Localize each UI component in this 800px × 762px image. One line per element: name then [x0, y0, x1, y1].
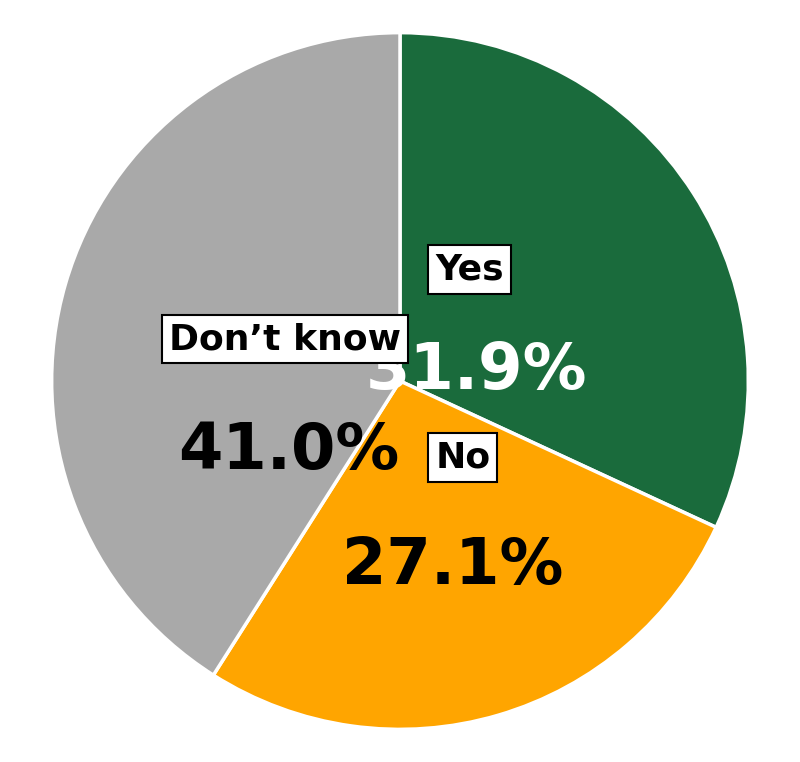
Text: 27.1%: 27.1% — [342, 535, 563, 597]
Wedge shape — [400, 33, 748, 527]
Wedge shape — [52, 33, 400, 675]
Text: No: No — [435, 440, 490, 475]
Text: Yes: Yes — [435, 252, 504, 287]
Text: Don’t know: Don’t know — [169, 322, 401, 356]
Text: 31.9%: 31.9% — [366, 340, 587, 402]
Wedge shape — [214, 381, 716, 729]
Text: 41.0%: 41.0% — [178, 420, 399, 482]
